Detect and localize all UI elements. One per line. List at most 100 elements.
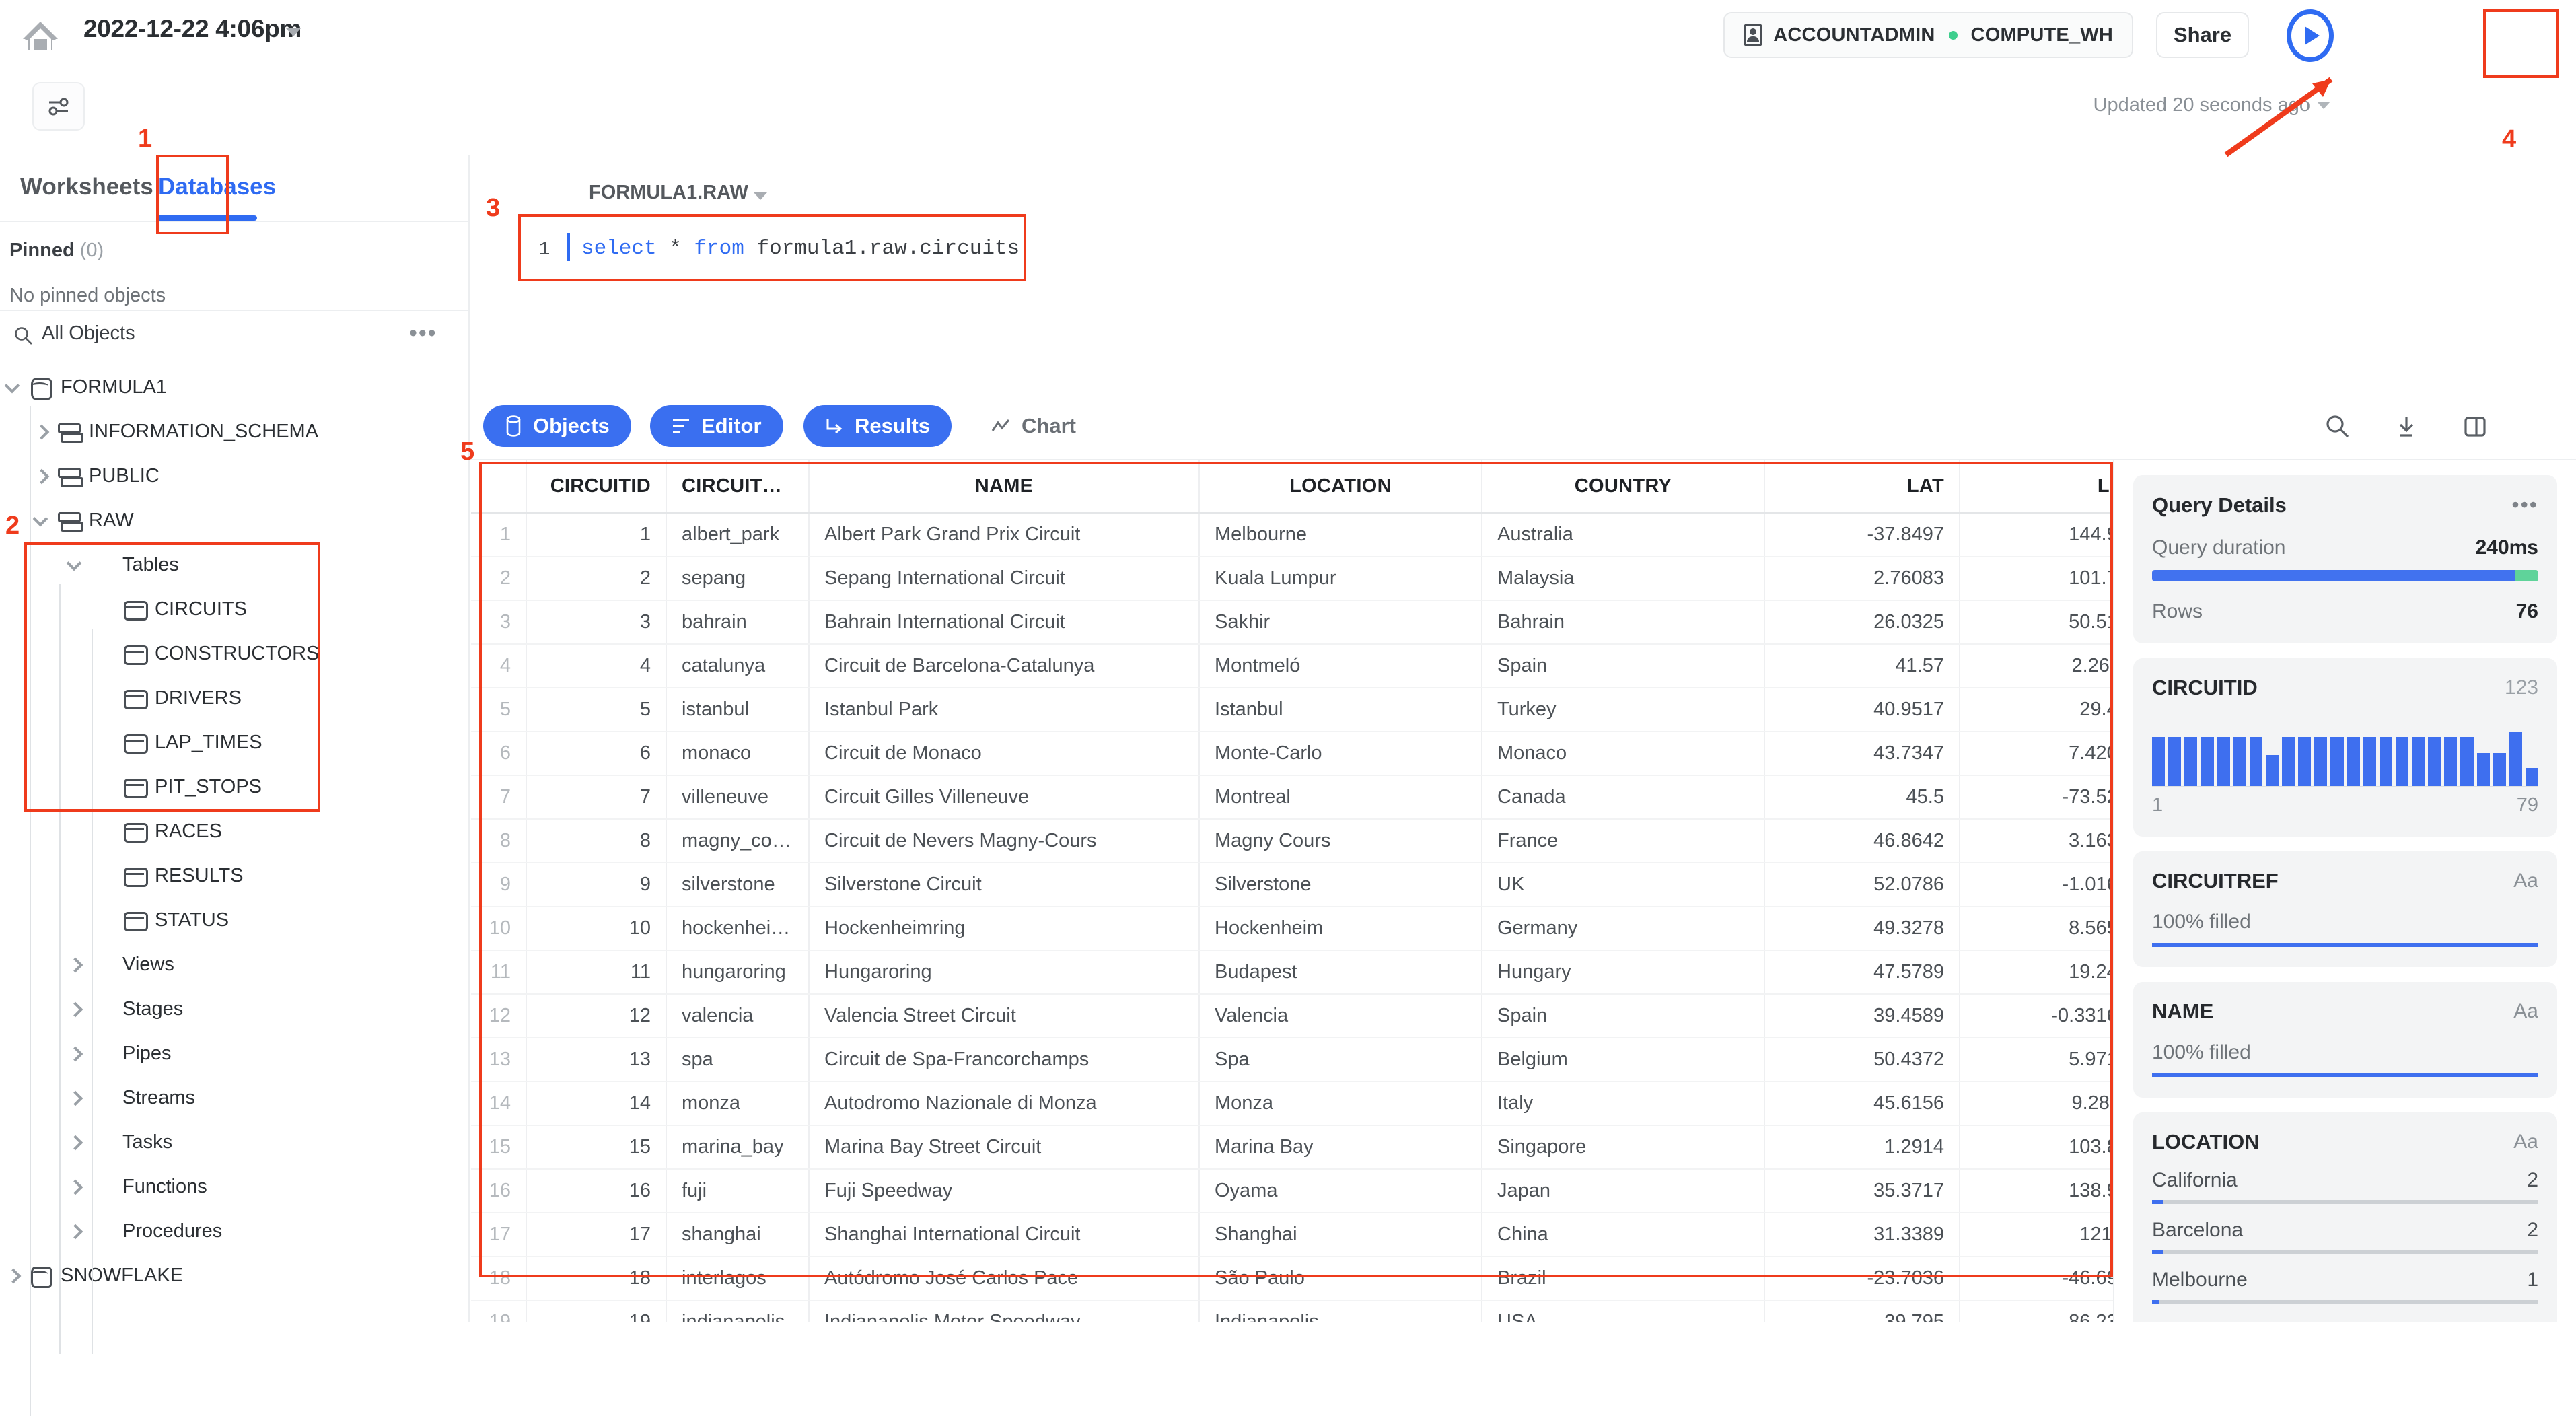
table-cell-location[interactable]: Montreal	[1199, 775, 1482, 820]
chevron-right-icon[interactable]	[32, 423, 50, 440]
table-cell-circuitref[interactable]: marina_bay	[666, 1125, 810, 1170]
table-cell-rownum[interactable]: 16	[471, 1169, 527, 1213]
table-cell-rownum[interactable]: 14	[471, 1082, 527, 1126]
table-cell-rownum[interactable]: 13	[471, 1038, 527, 1082]
table-cell-name[interactable]: Hungaroring	[809, 950, 1200, 995]
table-header-country[interactable]: COUNTRY	[1482, 460, 1765, 514]
table-cell-name[interactable]: Marina Bay Street Circuit	[809, 1125, 1200, 1170]
table-cell-rownum[interactable]: 18	[471, 1256, 527, 1301]
table-header-rownum[interactable]	[471, 460, 527, 514]
table-cell-country[interactable]: Bahrain	[1482, 600, 1765, 645]
table-cell-name[interactable]: Shanghai International Circuit	[809, 1213, 1200, 1257]
table-cell-location[interactable]: Spa	[1199, 1038, 1482, 1082]
search-icon[interactable]	[2324, 413, 2351, 444]
table-cell-country[interactable]: Singapore	[1482, 1125, 1765, 1170]
table-cell-country[interactable]: Turkey	[1482, 688, 1765, 732]
table-cell-name[interactable]: Autodromo Nazionale di Monza	[809, 1082, 1200, 1126]
home-icon[interactable]	[22, 19, 59, 52]
table-cell-lat[interactable]: 49.3278	[1764, 907, 1960, 951]
table-cell-location[interactable]: Monza	[1199, 1082, 1482, 1126]
chevron-right-icon[interactable]	[66, 1178, 83, 1195]
ellipsis-icon[interactable]: •••	[2511, 493, 2538, 517]
table-cell-country[interactable]: France	[1482, 819, 1765, 863]
table-cell-circuitref[interactable]: catalunya	[666, 644, 810, 688]
table-cell-name[interactable]: Fuji Speedway	[809, 1169, 1200, 1213]
filter-settings-button[interactable]	[32, 82, 85, 131]
tree-item-stages[interactable]: Stages	[0, 987, 468, 1031]
table-cell-circuitref[interactable]: valencia	[666, 994, 810, 1038]
worksheet-title[interactable]: 2022-12-22 4:06pm	[83, 15, 301, 42]
table-cell-country[interactable]: USA	[1482, 1300, 1765, 1322]
table-cell-circuitid[interactable]: 12	[526, 994, 667, 1038]
table-cell-lat[interactable]: 39.795	[1764, 1300, 1960, 1322]
tree-item-formula1[interactable]: FORMULA1	[0, 365, 468, 409]
table-cell-country[interactable]: Australia	[1482, 513, 1765, 557]
table-cell-lat[interactable]: 31.3389	[1764, 1213, 1960, 1257]
tree-item-tables[interactable]: Tables	[0, 542, 468, 587]
table-cell-lat[interactable]: 40.9517	[1764, 688, 1960, 732]
table-cell-lat[interactable]: 45.5	[1764, 775, 1960, 820]
table-cell-country[interactable]: Germany	[1482, 907, 1765, 951]
tab-worksheets[interactable]: Worksheets	[20, 174, 153, 200]
chevron-down-icon[interactable]	[32, 511, 50, 529]
tree-item-streams[interactable]: Streams	[0, 1075, 468, 1120]
table-cell-location[interactable]: Oyama	[1199, 1169, 1482, 1213]
chevron-down-icon[interactable]	[286, 28, 301, 36]
table-cell-rownum[interactable]: 11	[471, 950, 527, 995]
table-cell-country[interactable]: Brazil	[1482, 1256, 1765, 1301]
table-cell-name[interactable]: Sepang International Circuit	[809, 557, 1200, 601]
table-cell-lat[interactable]: 41.57	[1764, 644, 1960, 688]
tree-item-procedures[interactable]: Procedures	[0, 1209, 468, 1253]
table-cell-circuitref[interactable]: istanbul	[666, 688, 810, 732]
tree-item-views[interactable]: Views	[0, 942, 468, 987]
table-cell-name[interactable]: Indianapolis Motor Speedway	[809, 1300, 1200, 1322]
table-cell-name[interactable]: Circuit de Spa-Francorchamps	[809, 1038, 1200, 1082]
table-cell-circuitid[interactable]: 10	[526, 907, 667, 951]
table-cell-country[interactable]: Belgium	[1482, 1038, 1765, 1082]
table-cell-location[interactable]: Budapest	[1199, 950, 1482, 995]
table-cell-lat[interactable]: 43.7347	[1764, 732, 1960, 776]
table-cell-location[interactable]: Marina Bay	[1199, 1125, 1482, 1170]
tree-item-results[interactable]: RESULTS	[0, 853, 468, 898]
table-cell-circuitref[interactable]: hungaroring	[666, 950, 810, 995]
table-cell-rownum[interactable]: 9	[471, 863, 527, 907]
table-cell-circuitid[interactable]: 16	[526, 1169, 667, 1213]
table-cell-lat[interactable]: 39.4589	[1764, 994, 1960, 1038]
table-cell-lat[interactable]: 45.6156	[1764, 1082, 1960, 1126]
tab-databases[interactable]: Databases	[158, 174, 277, 200]
table-cell-circuitid[interactable]: 4	[526, 644, 667, 688]
table-cell-country[interactable]: Malaysia	[1482, 557, 1765, 601]
table-cell-lat[interactable]: 50.4372	[1764, 1038, 1960, 1082]
table-row[interactable]: 8 8 magny_cours Circuit de Nevers Magny-Cou…	[471, 819, 2573, 863]
editor-context-selector[interactable]: FORMULA1.RAW	[589, 182, 748, 203]
table-cell-circuitref[interactable]: magny_cours	[666, 819, 810, 863]
updated-status[interactable]: Updated 20 seconds ago	[2094, 94, 2330, 116]
chevron-right-icon[interactable]	[66, 956, 83, 973]
table-cell-rownum[interactable]: 8	[471, 819, 527, 863]
table-cell-location[interactable]: Magny Cours	[1199, 819, 1482, 863]
table-cell-location[interactable]: Silverstone	[1199, 863, 1482, 907]
table-cell-country[interactable]: Japan	[1482, 1169, 1765, 1213]
table-cell-rownum[interactable]: 15	[471, 1125, 527, 1170]
column-stat-card-circuitid[interactable]: CIRCUITID 123 1 79	[2133, 658, 2557, 837]
table-cell-circuitid[interactable]: 17	[526, 1213, 667, 1257]
table-cell-circuitref[interactable]: silverstone	[666, 863, 810, 907]
table-cell-lat[interactable]: 2.76083	[1764, 557, 1960, 601]
table-cell-name[interactable]: Circuit Gilles Villeneuve	[809, 775, 1200, 820]
role-warehouse-selector[interactable]: ACCOUNTADMIN COMPUTE_WH	[1723, 12, 2133, 58]
sql-query-text[interactable]: select * from formula1.raw.circuits	[581, 237, 1019, 260]
table-cell-name[interactable]: Silverstone Circuit	[809, 863, 1200, 907]
table-cell-location[interactable]: Valencia	[1199, 994, 1482, 1038]
table-cell-country[interactable]: Hungary	[1482, 950, 1765, 995]
table-header-location[interactable]: LOCATION	[1199, 460, 1482, 514]
table-cell-lat[interactable]: 1.2914	[1764, 1125, 1960, 1170]
download-icon[interactable]	[2393, 413, 2420, 444]
chevron-right-icon[interactable]	[66, 1133, 83, 1151]
table-cell-name[interactable]: Hockenheimring	[809, 907, 1200, 951]
table-cell-location[interactable]: São Paulo	[1199, 1256, 1482, 1301]
table-cell-lat[interactable]: 52.0786	[1764, 863, 1960, 907]
table-cell-circuitref[interactable]: indianapolis	[666, 1300, 810, 1322]
table-cell-circuitref[interactable]: villeneuve	[666, 775, 810, 820]
table-cell-name[interactable]: Istanbul Park	[809, 688, 1200, 732]
table-cell-lat[interactable]: 46.8642	[1764, 819, 1960, 863]
